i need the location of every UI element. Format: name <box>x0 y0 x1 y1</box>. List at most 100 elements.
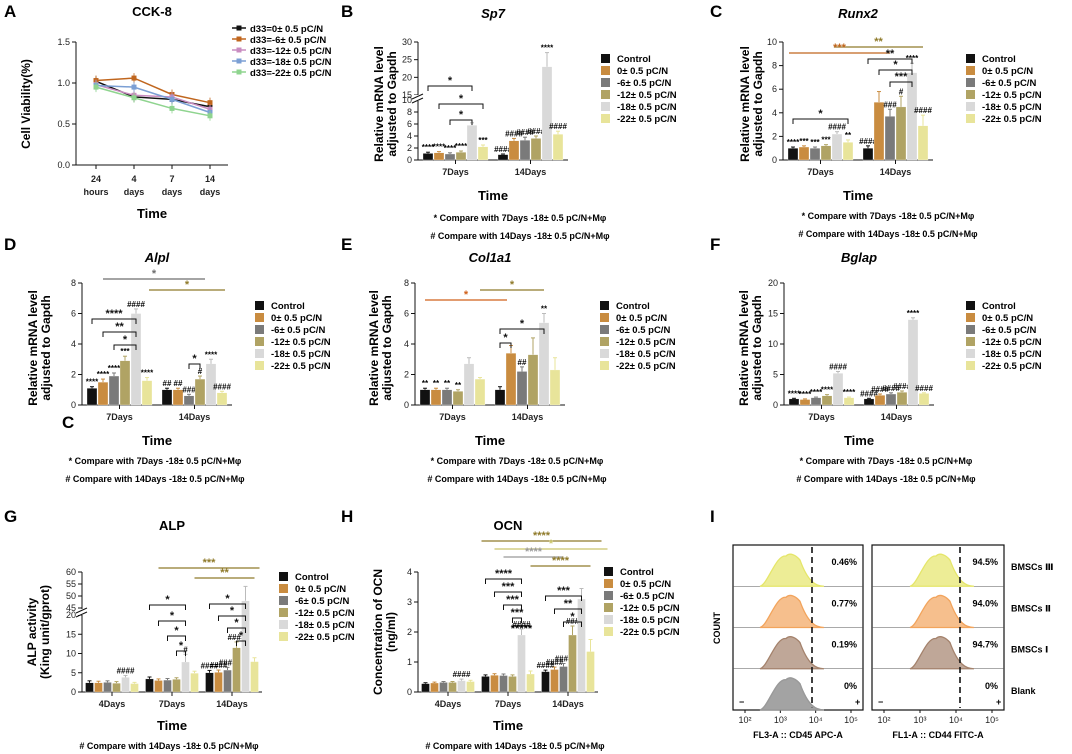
bar <box>799 399 811 406</box>
histogram <box>909 594 975 629</box>
significance-mark: **** <box>141 369 154 378</box>
significance-mark: **** <box>108 364 121 373</box>
legend-label: 0± 0.5 pC/N <box>982 66 1033 77</box>
significance-mark: **** <box>433 143 446 152</box>
x-tick-label: 7Days <box>159 699 186 709</box>
y-tick-label: 6 <box>404 309 409 319</box>
significance-mark: #### <box>201 661 219 670</box>
comparison-bracket <box>792 118 849 124</box>
chart-B: 024681015202530Sp77Days*****************… <box>372 6 677 241</box>
bar <box>884 116 896 161</box>
stray-label: C <box>62 413 74 432</box>
significance-mark: **** <box>422 143 435 152</box>
percent-label: 94.7% <box>972 640 998 650</box>
series-line <box>95 84 211 114</box>
comparison-bracket <box>158 620 186 626</box>
legend-label: -6± 0.5 pC/N <box>982 325 1036 336</box>
percent-label: 94.5% <box>972 557 998 567</box>
bar <box>430 682 439 693</box>
comparison-bracket <box>494 591 522 597</box>
significance-mark: ** <box>455 381 462 390</box>
y-tick-label: 1.0 <box>57 78 70 88</box>
legend-label: -18± 0.5 pC/N <box>982 102 1042 113</box>
comparison-bracket <box>563 621 582 627</box>
legend-swatch <box>966 337 975 346</box>
x-tick-label: 14Days <box>216 699 248 709</box>
x-tick-label: 7 <box>169 174 174 184</box>
bar <box>145 678 154 693</box>
significance-mark: **** <box>205 350 218 359</box>
bar <box>103 682 112 693</box>
y-axis-label: Relative mRNA level <box>737 290 751 406</box>
bar <box>519 140 531 161</box>
significance-mark: **** <box>799 390 812 399</box>
panel-letter-I: I <box>710 507 715 526</box>
bar <box>121 677 130 693</box>
legend-swatch <box>966 361 975 370</box>
bar <box>810 397 822 406</box>
significance-mark: **** <box>907 309 920 318</box>
legend-swatch <box>600 325 609 334</box>
legend-label: -12± 0.5 pC/N <box>982 90 1042 101</box>
x-axis-label: Time <box>157 718 187 733</box>
bar <box>832 373 844 406</box>
y-tick-label: 4 <box>404 339 409 349</box>
x-tick-label: 14Days <box>880 167 912 177</box>
note: * Compare with 7Days -18± 0.5 pC/N+Mφ <box>69 456 242 466</box>
legend-swatch <box>604 627 613 636</box>
significance-mark: ### <box>883 100 897 109</box>
legend-label: -12± 0.5 pC/N <box>271 337 331 348</box>
comparison-bracket <box>113 344 137 350</box>
x-tick-label: 4Days <box>435 699 462 709</box>
significance-mark: #### <box>210 661 228 670</box>
legend-label: -22± 0.5 pC/N <box>616 361 676 372</box>
bar <box>499 675 508 693</box>
bar <box>843 397 855 406</box>
significance-mark: #### <box>537 661 555 670</box>
legend-swatch <box>255 301 264 310</box>
y-axis-label-group: Cell Viability(%) <box>19 59 33 149</box>
legend-swatch <box>255 313 264 322</box>
bar <box>508 140 520 161</box>
y-tick-label: 8 <box>407 107 412 117</box>
bar <box>788 398 800 406</box>
y-tick-label: 20 <box>66 610 76 620</box>
x-axis-label: Time <box>137 206 167 221</box>
bar <box>119 360 131 406</box>
significance-mark: #### <box>549 122 567 131</box>
legend-swatch <box>966 102 975 111</box>
bar <box>463 363 475 406</box>
legend-swatch <box>279 620 288 629</box>
bar <box>917 125 929 161</box>
y-tick-label: 25 <box>402 55 412 65</box>
bar <box>527 354 539 406</box>
bar <box>241 600 250 693</box>
data-point <box>207 100 213 106</box>
bar <box>183 395 195 406</box>
y-tick-label: 1 <box>407 657 412 667</box>
bar <box>444 153 456 161</box>
legend-label: -6± 0.5 pC/N <box>620 591 674 602</box>
comparison-label: * <box>234 617 239 629</box>
data-point <box>169 96 175 102</box>
significance-mark: # <box>183 645 188 654</box>
comparison-bracket <box>499 342 512 348</box>
legend-label: 0± 0.5 pC/N <box>617 66 668 77</box>
legend-swatch <box>966 54 975 63</box>
y-tick-label: 0 <box>772 155 777 165</box>
y-tick-label: 0 <box>407 687 412 697</box>
significance-mark: **** <box>787 138 800 147</box>
y-tick-label: 45 <box>66 603 76 613</box>
chart-title: Alpl <box>144 250 170 265</box>
comparison-label: * <box>459 93 464 105</box>
axis-break-gap <box>76 609 88 615</box>
series-line <box>95 77 211 104</box>
y-axis-label: (King unit/gprot) <box>38 585 52 679</box>
bar <box>216 392 228 406</box>
legend-swatch <box>279 572 288 581</box>
y-axis-label: adjusted to Gapdh <box>380 295 394 400</box>
legend-swatch <box>600 337 609 346</box>
